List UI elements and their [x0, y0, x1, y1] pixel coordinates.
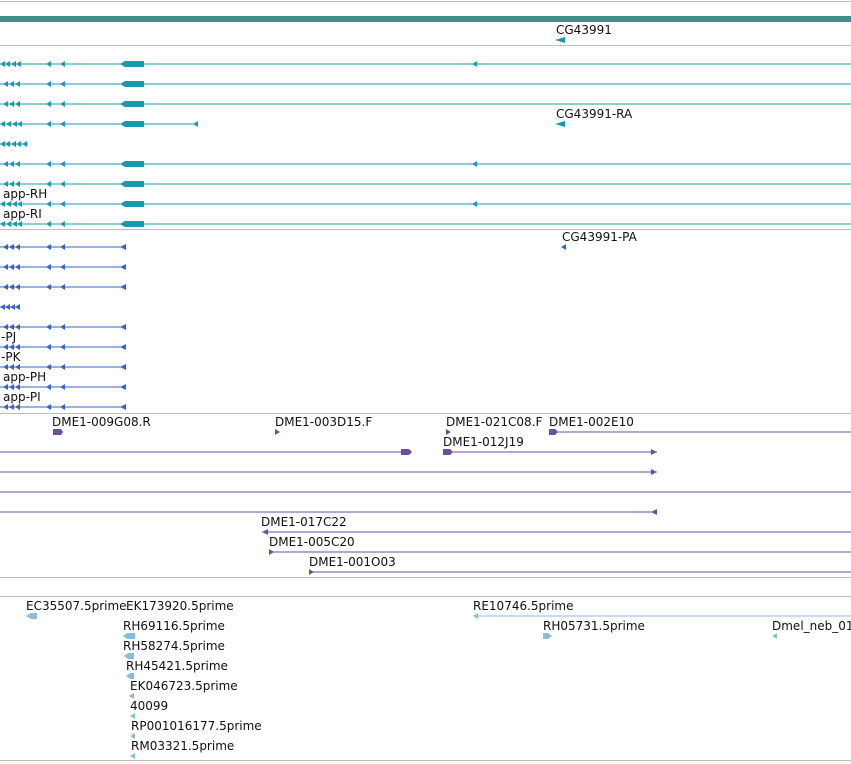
transcript-feature-cg43991-ra[interactable]: CG43991-RA [555, 107, 633, 127]
transcript-row[interactable] [0, 161, 851, 167]
est-feature[interactable]: Dmel_neb_01 [772, 619, 851, 639]
feature-label: DME1-017C22 [261, 515, 347, 529]
transcript-row-app-ri[interactable]: app-RI [0, 207, 851, 227]
clone-row[interactable] [0, 449, 412, 455]
feature-label: DME1-002E10 [549, 415, 634, 429]
transcript-row[interactable] [0, 81, 851, 87]
clone-feature[interactable]: DME1-017C22 [261, 515, 851, 535]
est-feature[interactable]: RH05731.5prime [543, 619, 645, 639]
feature-label: app-PI [3, 390, 41, 404]
protein-row[interactable] [0, 244, 126, 250]
transcript-track: CG43991-RA app-RH app-RI [0, 61, 851, 227]
protein-track: CG43991-PA -PJ -PK [0, 230, 638, 410]
feature-label: -PK [1, 350, 22, 364]
feature-label: EC35507.5prime [26, 599, 127, 613]
protein-row-pk[interactable]: -PK [0, 350, 126, 370]
feature-label: CG43991-PA [562, 230, 638, 244]
transcript-row[interactable] [0, 121, 198, 127]
feature-label: RH05731.5prime [543, 619, 645, 633]
clone-feature[interactable]: DME1-001O03 [309, 555, 851, 575]
feature-label: app-RH [3, 187, 47, 201]
est-feature[interactable]: EC35507.5prime [26, 599, 127, 619]
transcript-row[interactable] [0, 141, 28, 147]
est-feature[interactable]: RP001016177.5prime [130, 719, 262, 739]
transcript-row[interactable] [0, 181, 851, 187]
feature-label: CG43991 [556, 23, 612, 37]
feature-label: DME1-009G08.R [52, 415, 151, 429]
transcript-row[interactable] [0, 61, 851, 67]
clone-feature[interactable]: DME1-012J19 [443, 435, 657, 455]
feature-label: DME1-012J19 [443, 435, 524, 449]
feature-label: DME1-021C08.F [446, 415, 543, 429]
est-track: EC35507.5prime EK173920.5prime RE10746.5… [26, 599, 851, 759]
feature-label: DME1-001O03 [309, 555, 396, 569]
protein-row[interactable] [0, 324, 126, 330]
clone-feature[interactable]: DME1-002E10 [549, 415, 851, 435]
clone-feature[interactable]: DME1-003D15.F [275, 415, 372, 435]
est-feature[interactable]: EK046723.5prime [129, 679, 238, 699]
feature-label: RH69116.5prime [123, 619, 225, 633]
protein-row-app-pi[interactable]: app-PI [0, 390, 126, 410]
feature-label: DME1-005C20 [269, 535, 355, 549]
feature-label: app-PH [3, 370, 46, 384]
est-feature[interactable]: RM03321.5prime [130, 739, 234, 759]
feature-label: RE10746.5prime [473, 599, 574, 613]
clone-row[interactable] [0, 469, 657, 475]
gene-track-bar[interactable] [0, 16, 851, 22]
est-feature[interactable]: RH45421.5prime [126, 659, 228, 679]
clone-feature[interactable]: DME1-009G08.R [52, 415, 151, 435]
protein-row[interactable] [0, 304, 20, 310]
transcript-row[interactable] [0, 101, 851, 107]
feature-label: -PJ [1, 330, 16, 344]
feature-label: CG43991-RA [556, 107, 633, 121]
feature-label: EK173920.5prime [126, 599, 234, 613]
clone-feature[interactable]: DME1-021C08.F [446, 415, 543, 435]
feature-label: app-RI [3, 207, 42, 221]
est-feature[interactable]: 40099 [130, 699, 168, 719]
transcript-row-app-rh[interactable]: app-RH [0, 187, 851, 207]
est-feature[interactable]: RE10746.5prime [473, 599, 851, 619]
clone-track: DME1-009G08.R DME1-003D15.F DME1-021C08.… [0, 415, 851, 575]
gene-feature-cg43991[interactable]: CG43991 [555, 23, 612, 43]
feature-label: 40099 [130, 699, 168, 713]
protein-row[interactable] [0, 264, 126, 270]
feature-label: RM03321.5prime [131, 739, 234, 753]
feature-label: RH58274.5prime [123, 639, 225, 653]
clone-feature[interactable]: DME1-005C20 [269, 535, 851, 555]
est-feature[interactable]: RH58274.5prime [123, 639, 225, 659]
protein-row-app-ph[interactable]: app-PH [0, 370, 126, 390]
feature-label: RP001016177.5prime [131, 719, 262, 733]
feature-label: EK046723.5prime [130, 679, 238, 693]
protein-row[interactable] [0, 284, 126, 290]
clone-row[interactable] [0, 509, 657, 515]
feature-label: RH45421.5prime [126, 659, 228, 673]
est-feature[interactable]: RH69116.5prime [123, 619, 225, 639]
protein-row-pj[interactable]: -PJ [0, 330, 126, 350]
protein-feature-cg43991-pa[interactable]: CG43991-PA [561, 230, 638, 250]
feature-glyph [555, 37, 565, 43]
feature-label: Dmel_neb_01 [772, 619, 851, 633]
feature-label: DME1-003D15.F [275, 415, 372, 429]
est-feature[interactable]: EK173920.5prime [126, 599, 234, 613]
